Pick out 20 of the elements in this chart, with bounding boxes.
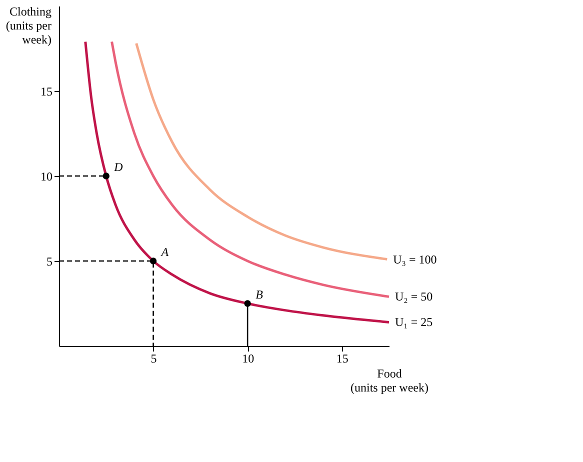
- x-tick-label: 5: [150, 352, 157, 366]
- line-series: [135, 42, 388, 261]
- y-tick-label: 5: [46, 254, 52, 268]
- y-axis-title: Clothing (units per week): [6, 4, 52, 46]
- annotation: B: [256, 288, 264, 302]
- point: [102, 172, 110, 180]
- x-axis-title: Food (units per week): [350, 366, 428, 394]
- annotation: D: [113, 160, 124, 174]
- series-label: U₂ = 50: [395, 290, 433, 304]
- point: [244, 300, 251, 307]
- annotation: A: [160, 245, 170, 259]
- x-tick-label: 10: [242, 352, 254, 366]
- series-label: U₁ = 25: [395, 315, 433, 330]
- x-tick-label: 15: [336, 352, 348, 366]
- point: [150, 258, 157, 264]
- y-tick-label: 15: [40, 84, 52, 98]
- line-series: [84, 40, 390, 324]
- y-tick-label: 10: [40, 170, 52, 184]
- series-label: U₃ = 100: [393, 252, 437, 266]
- line-series: [110, 40, 390, 298]
